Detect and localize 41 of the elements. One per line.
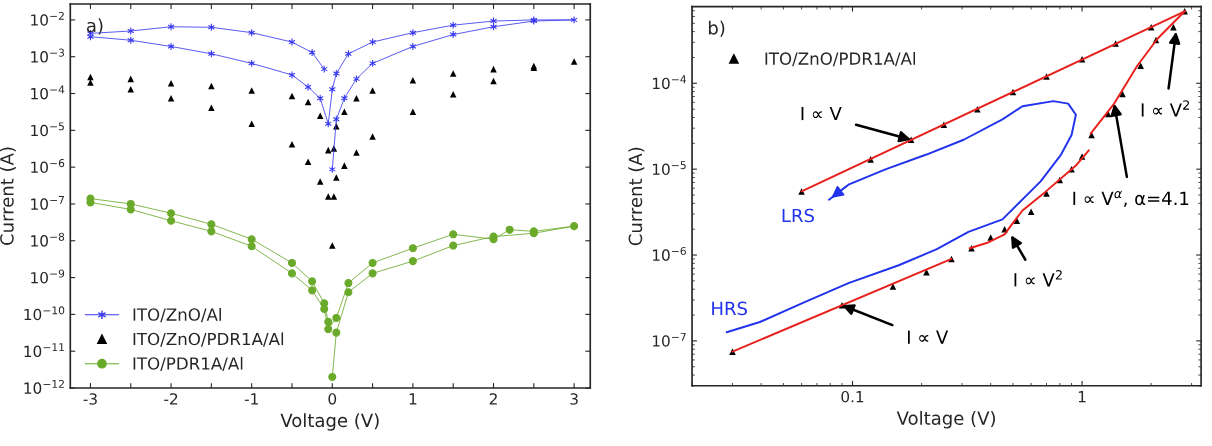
x-tick-label: 0.1 [841, 390, 864, 403]
y-tick-label: 10$^{−10}$ [24, 306, 65, 321]
x-tick-label: -1 [244, 393, 258, 405]
y-tick-label: 10$^{−7}$ [652, 332, 686, 347]
annotation: HRS [712, 301, 747, 316]
annotation: I ∝ V$^{α}$, α=4.1 [1073, 190, 1189, 208]
legend-label: ITO/ZnO/PDR1A/Al [765, 52, 915, 67]
x-tick-label: -2 [164, 393, 178, 405]
annotation: I ∝ V$^{2}$ [1141, 100, 1189, 117]
x-tick-label: 1 [1078, 391, 1086, 403]
annotation: I ∝ V [907, 330, 949, 344]
annotation: b) [708, 20, 725, 37]
y-tick-label: 10$^{−7}$ [31, 196, 64, 210]
x-axis-title: Voltage (V) [280, 413, 379, 431]
x-tick-label: 0 [328, 393, 337, 405]
x-tick-label: 3 [570, 393, 578, 405]
x-tick-label: 2 [489, 393, 497, 405]
annotation: I ∝ V$^{2}$ [1014, 270, 1062, 287]
y-tick-label: 10$^{−6}$ [31, 159, 65, 174]
x-axis-title: Voltage (V) [896, 410, 995, 429]
annotation: I ∝ V [801, 106, 842, 121]
y-axis-title: Current (A) [628, 147, 645, 246]
y-tick-label: 10$^{−4}$ [652, 75, 687, 90]
x-tick-label: -3 [83, 393, 97, 405]
y-tick-label: 10$^{−6}$ [652, 246, 686, 261]
y-tick-label: 10$^{−11}$ [24, 343, 64, 358]
y-tick-label: 10$^{−5}$ [652, 161, 686, 176]
y-tick-label: 10$^{−12}$ [24, 379, 64, 394]
y-axis-title: Current (A) [0, 147, 16, 245]
y-tick-label: 10$^{−4}$ [31, 85, 65, 100]
y-tick-label: 10$^{−2}$ [31, 11, 64, 26]
y-tick-label: 10$^{−8}$ [31, 232, 65, 247]
y-tick-label: 10$^{−3}$ [31, 48, 65, 63]
legend-label: ITO/ZnO/Al [133, 307, 221, 323]
y-tick-label: 10$^{−9}$ [31, 269, 65, 284]
y-tick-label: 10$^{−5}$ [31, 122, 64, 137]
legend-label: ITO/PDR1A/Al [133, 356, 243, 372]
annotation: a) [86, 18, 103, 35]
legend-label: ITO/ZnO/PDR1A/Al [133, 332, 284, 347]
x-tick-label: 1 [409, 393, 417, 405]
annotation: LRS [782, 208, 814, 223]
